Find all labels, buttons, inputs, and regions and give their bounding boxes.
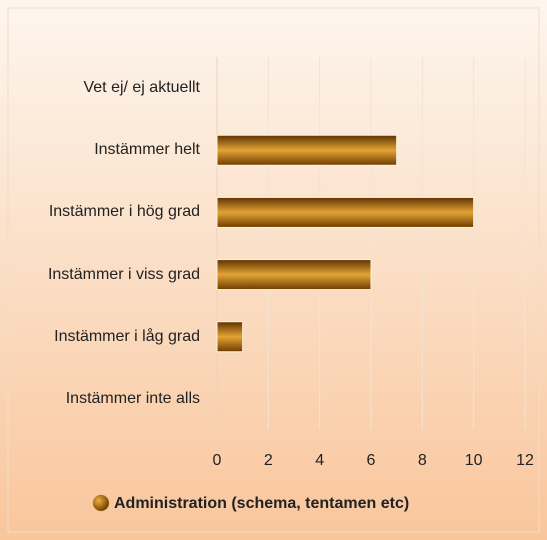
bar	[216, 134, 398, 166]
legend-swatch	[92, 494, 110, 512]
frame	[7, 7, 540, 533]
x-tick-label: 12	[516, 452, 534, 469]
x-tick-label: 10	[465, 452, 483, 469]
y-tick-label: Instämmer i låg grad	[54, 327, 200, 345]
legend-label: Administration (schema, tentamen etc)	[114, 495, 409, 512]
bar	[216, 259, 372, 291]
x-tick-label: 4	[315, 452, 324, 469]
x-tick-label: 8	[418, 452, 427, 469]
bar	[216, 321, 244, 353]
y-tick-label: Instämmer inte alls	[65, 389, 200, 407]
x-tick-label: 0	[213, 452, 222, 469]
x-tick-label: 2	[264, 452, 273, 469]
y-tick-label: Instämmer i viss grad	[47, 265, 200, 283]
y-tick-label: Instämmer i hög grad	[48, 203, 200, 221]
y-tick-label: Vet ej/ ej aktuellt	[83, 79, 200, 97]
x-tick-label: 6	[367, 452, 376, 469]
bar	[216, 196, 475, 228]
y-tick-label: Instämmer helt	[94, 141, 200, 159]
